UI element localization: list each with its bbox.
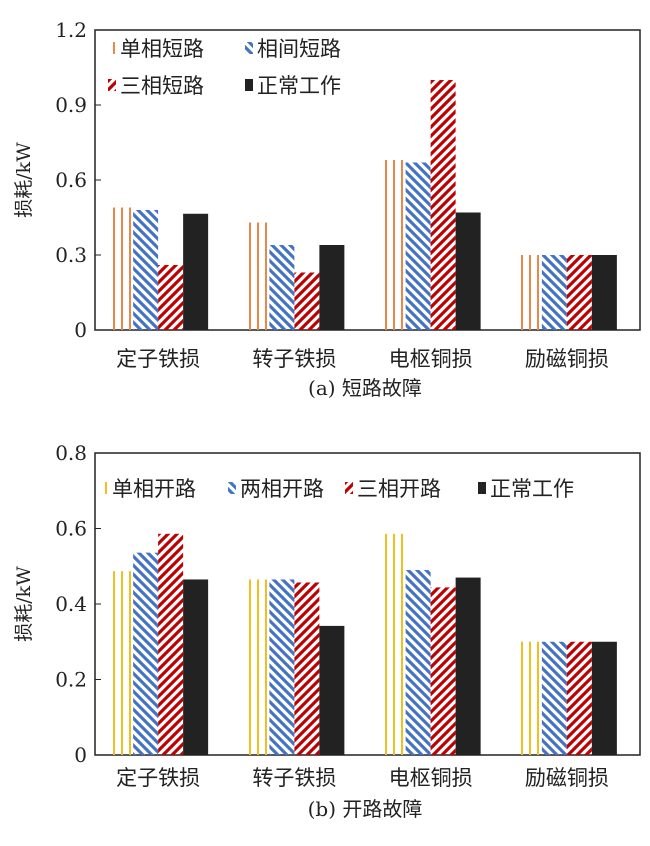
- bar-单相开路-电枢铜损: [380, 533, 406, 755]
- bar-三相短路-励磁铜损: [566, 255, 592, 330]
- bar-两相开路-电枢铜损: [405, 570, 431, 755]
- bar-单相短路-转子铁损: [244, 222, 270, 330]
- bar-三相开路-转子铁损: [294, 582, 320, 755]
- bar-单相短路-电枢铜损: [380, 160, 406, 330]
- bar-两相开路-励磁铜损: [541, 641, 567, 755]
- bar-正常工作-转子铁损: [319, 245, 345, 330]
- chart-a: 0 0.3 0.6 0.9 1.2 损耗/kW 定子铁损 转子铁损 电枢铜损 励磁铜损 单相短路 相间…: [13, 18, 641, 400]
- x-tick-label: 转子铁损: [252, 766, 336, 790]
- bar-相间短路-定子铁损: [133, 210, 159, 330]
- y-axis-label: 损耗/kW: [13, 566, 35, 642]
- x-tick-label: 定子铁损: [116, 766, 200, 790]
- bar-正常工作-电枢铜损: [455, 577, 481, 755]
- legend-swatch: [108, 42, 116, 54]
- x-tick-label: 转子铁损: [252, 347, 336, 371]
- bar-正常工作-定子铁损: [183, 579, 209, 755]
- bar-三相开路-励磁铜损: [566, 641, 592, 755]
- bar-相间短路-励磁铜损: [541, 255, 567, 330]
- y-tick-label: 0: [74, 743, 87, 767]
- bar-相间短路-转子铁损: [269, 245, 295, 330]
- y-tick-label: 0.3: [55, 243, 87, 267]
- bar-单相开路-转子铁损: [244, 579, 270, 755]
- bar-正常工作-电枢铜损: [455, 212, 481, 330]
- y-tick-label: 0.8: [55, 441, 87, 465]
- legend-label: 正常工作: [257, 74, 341, 98]
- bar-单相短路-定子铁损: [108, 207, 134, 330]
- y-axis-label: 损耗/kW: [13, 142, 35, 218]
- y-tick-label: 1.2: [55, 18, 87, 42]
- y-tick-label: 0: [74, 318, 87, 342]
- legend-label: 正常工作: [490, 477, 574, 501]
- chart-b: 0 0.2 0.4 0.6 0.8 损耗/kW 定子铁损 转子铁损 电枢铜损 励磁铜损 单相开路 两相…: [13, 441, 641, 821]
- x-tick-label: 定子铁损: [116, 347, 200, 371]
- bar-单相开路-励磁铜损: [516, 641, 542, 755]
- legend-swatch: [228, 482, 236, 494]
- bar-正常工作-励磁铜损: [591, 641, 617, 755]
- legend-label: 单相短路: [120, 37, 204, 61]
- bar-单相短路-励磁铜损: [516, 255, 542, 330]
- legend-swatch: [100, 482, 108, 494]
- legend-label: 三相短路: [120, 74, 204, 98]
- bar-相间短路-电枢铜损: [405, 162, 431, 330]
- bar-正常工作-转子铁损: [319, 625, 345, 755]
- bar-三相开路-定子铁损: [158, 533, 184, 755]
- bar-三相短路-电枢铜损: [430, 80, 456, 330]
- y-tick-label: 0.9: [55, 93, 87, 117]
- y-tick-label: 0.6: [55, 517, 87, 541]
- bar-单相开路-定子铁损: [108, 571, 134, 755]
- legend-label: 三相开路: [357, 477, 441, 501]
- chart-title: (a) 短路故障: [308, 376, 422, 400]
- y-tick-label: 0.2: [55, 668, 87, 692]
- y-tick-label: 0.6: [55, 168, 87, 192]
- legend-label: 两相开路: [240, 477, 324, 501]
- bar-正常工作-定子铁损: [183, 213, 209, 330]
- bar-正常工作-励磁铜损: [591, 255, 617, 330]
- x-tick-label: 励磁铜损: [525, 766, 609, 790]
- chart-title: (b) 开路故障: [308, 797, 423, 821]
- legend-swatch: [345, 482, 353, 494]
- bar-三相开路-电枢铜损: [430, 587, 456, 755]
- x-tick-label: 电枢铜损: [389, 347, 473, 371]
- x-tick-label: 励磁铜损: [525, 347, 609, 371]
- legend-swatch: [245, 42, 253, 54]
- legend-swatch: [108, 79, 116, 91]
- bar-两相开路-定子铁损: [133, 552, 159, 755]
- legend-swatch: [245, 79, 253, 91]
- legend-label: 相间短路: [257, 37, 341, 61]
- bar-三相短路-转子铁损: [294, 272, 320, 330]
- bar-三相短路-定子铁损: [158, 265, 184, 330]
- x-tick-label: 电枢铜损: [389, 766, 473, 790]
- y-tick-label: 0.4: [55, 592, 87, 616]
- legend-swatch: [478, 482, 486, 494]
- legend-label: 单相开路: [112, 477, 196, 501]
- bar-两相开路-转子铁损: [269, 579, 295, 755]
